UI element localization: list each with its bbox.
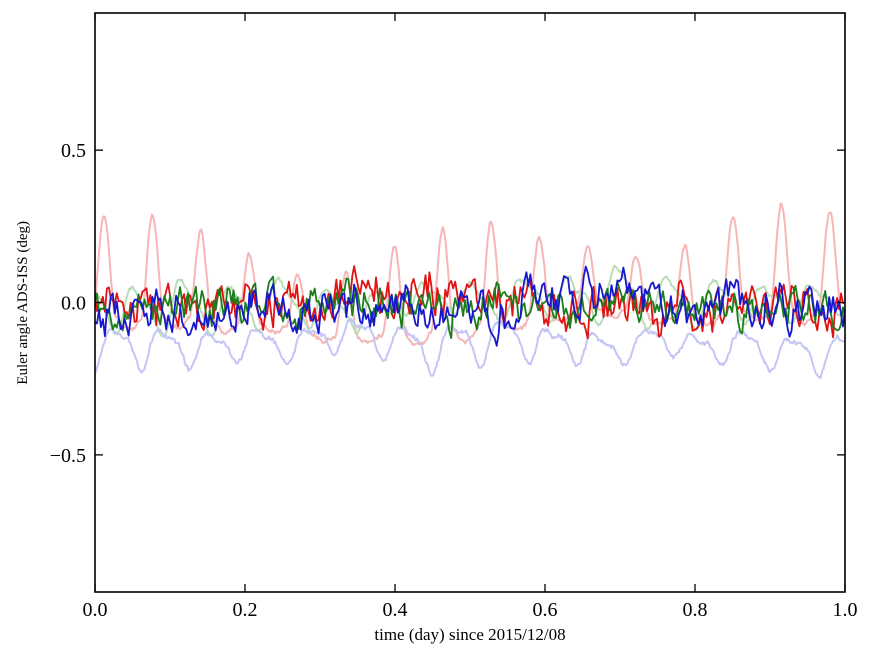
y-tick-label: 0.0	[61, 293, 86, 315]
x-tick-label: 0.0	[83, 599, 108, 621]
x-tick-label: 0.6	[533, 599, 558, 621]
y-axis-label: Euler angle ADS-ISS (deg)	[14, 220, 31, 385]
y-axis-label-wrap: Euler angle ADS-ISS (deg)	[10, 13, 36, 592]
y-tick-label: 0.5	[61, 140, 86, 162]
x-tick-label: 0.4	[383, 599, 408, 621]
x-tick-label: 1.0	[833, 599, 858, 621]
x-axis-label: time (day) since 2015/12/08	[374, 625, 566, 644]
series-pale-green-line	[95, 264, 845, 338]
y-tick-label: −0.5	[50, 445, 86, 467]
x-tick-label: 0.8	[683, 599, 708, 621]
series-blue-line	[95, 265, 845, 347]
x-tick-label: 0.2	[233, 599, 258, 621]
series-pale-blue-line	[95, 318, 845, 380]
